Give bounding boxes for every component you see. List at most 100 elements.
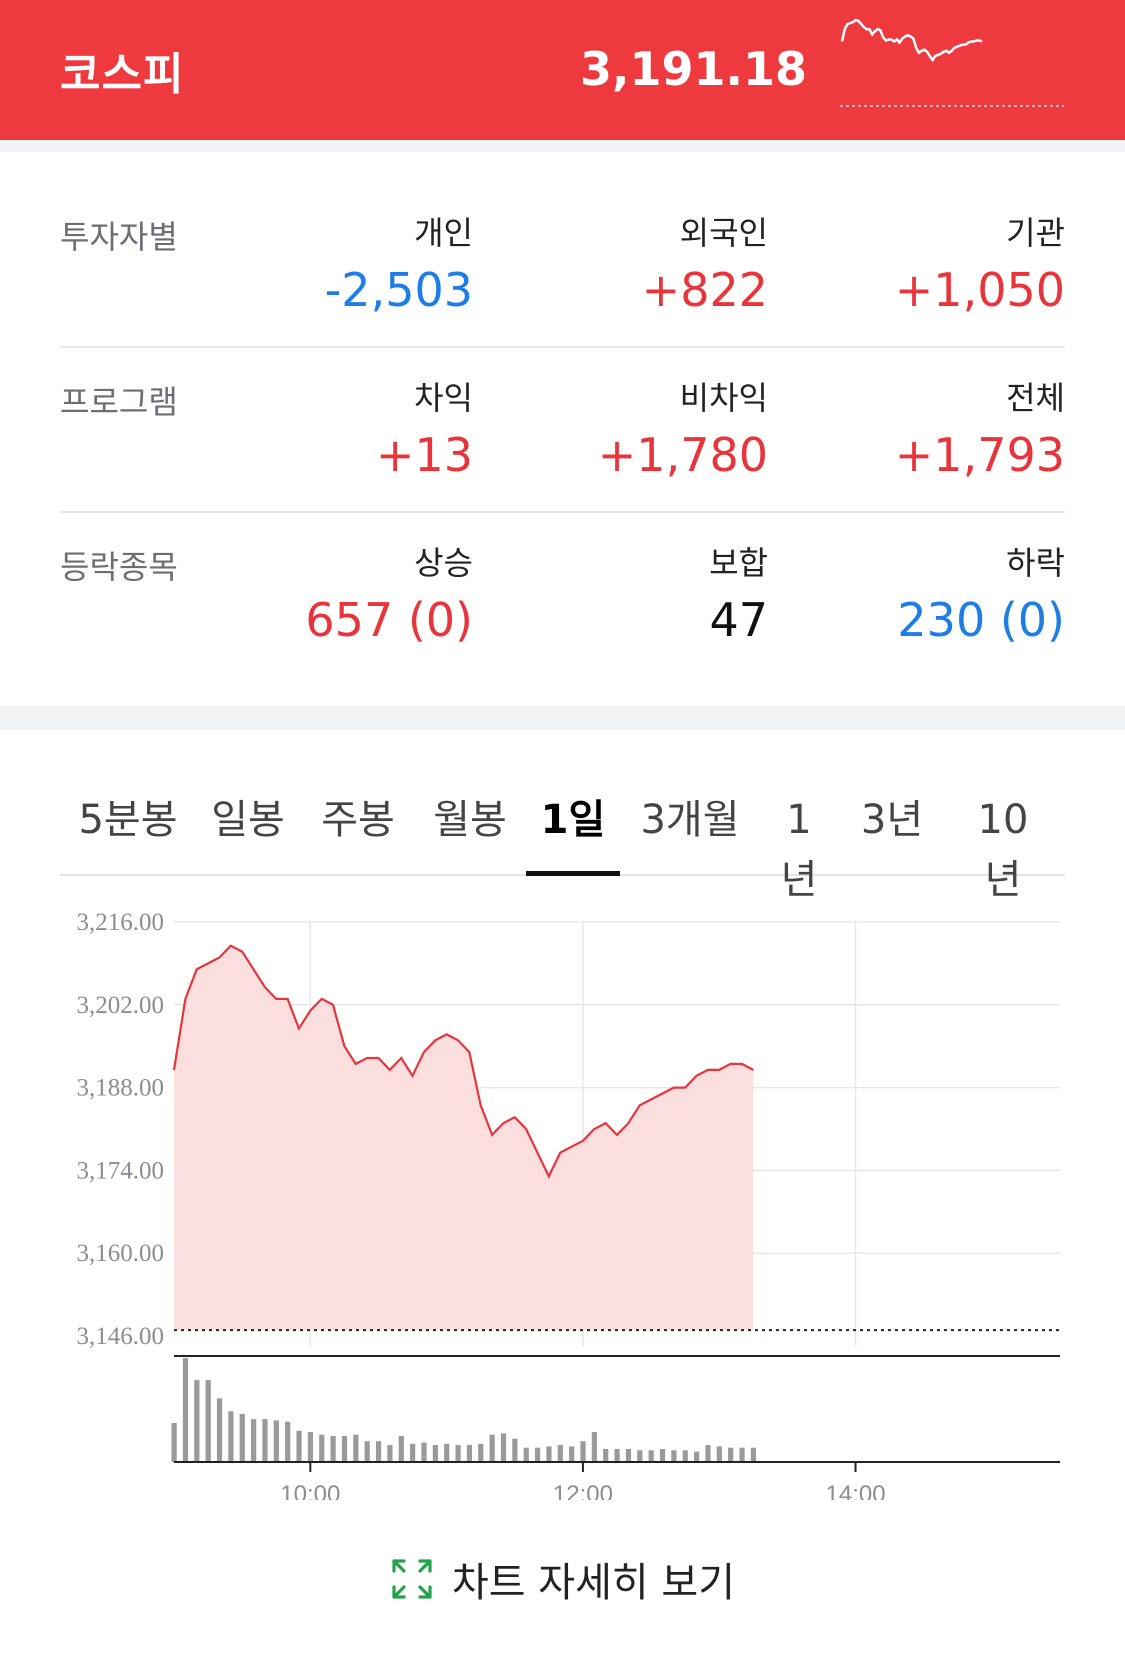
price-area [174, 945, 754, 1331]
volume-bar [375, 1441, 382, 1462]
stat-institution: 기관 +1,050 [805, 212, 1065, 316]
volume-bar [750, 1447, 757, 1462]
volume-bar [466, 1445, 473, 1462]
tab-monthly[interactable]: 월봉 [433, 797, 507, 843]
stat-name: 기관 [1006, 214, 1065, 252]
period-tabs: 5분봉 일봉 주봉 월봉 1일 3개월 1년 3년 10년 [60, 780, 1065, 903]
stat-row-advance-decline: 등락종목 상승 657 (0) 보합 47 하락 230 (0) [60, 542, 1065, 652]
stat-label-program: 프로그램 [60, 383, 178, 421]
volume-bar [410, 1443, 416, 1462]
volume-bar [285, 1421, 291, 1462]
stat-name: 보합 [709, 544, 768, 582]
tab-3month[interactable]: 3개월 [640, 797, 740, 843]
volume-bar [534, 1447, 541, 1462]
stat-value: +1,793 [894, 428, 1065, 482]
index-header[interactable]: 코스피 3,191.18 [0, 0, 1125, 140]
volume-bar [739, 1447, 745, 1462]
y-tick-label: 3,146.00 [77, 1323, 165, 1350]
volume-bar [614, 1449, 620, 1462]
tab-1year[interactable]: 1년 [780, 797, 818, 903]
volume-bar [262, 1419, 268, 1462]
volume-bar [682, 1450, 688, 1462]
stat-name: 상승 [414, 544, 473, 582]
stat-decline: 하락 230 (0) [805, 542, 1065, 646]
chart-detail-label: 차트 자세히 보기 [451, 1560, 736, 1606]
volume-bar [705, 1445, 711, 1462]
chart-detail-link[interactable]: 차트 자세히 보기 [0, 1550, 1125, 1611]
stat-advance: 상승 657 (0) [213, 542, 473, 646]
stat-name: 외국인 [679, 214, 768, 252]
stat-value: 230 (0) [897, 593, 1065, 647]
volume-bar [580, 1441, 586, 1462]
volume-bar [489, 1434, 495, 1462]
volume-bar [591, 1432, 597, 1462]
y-tick-label: 3,188.00 [77, 1075, 165, 1102]
volume-bar [341, 1436, 348, 1462]
volume-bar [387, 1445, 393, 1462]
row-divider [60, 346, 1065, 348]
volume-bar [205, 1380, 211, 1462]
stat-name: 전체 [1006, 379, 1065, 417]
volume-bar [546, 1446, 552, 1462]
expand-arrows-icon [392, 1559, 432, 1599]
y-tick-label: 3,174.00 [77, 1157, 165, 1184]
stat-foreign: 외국인 +822 [508, 212, 768, 316]
volume-bar [728, 1447, 734, 1462]
x-tick-label: 12:00 [553, 1481, 613, 1500]
volume-bar [421, 1442, 427, 1462]
tab-daily[interactable]: 일봉 [211, 797, 285, 843]
y-tick-label: 3,160.00 [77, 1240, 165, 1267]
stat-name: 차익 [414, 379, 473, 417]
volume-bar [216, 1398, 223, 1462]
mini-sparkline-icon [840, 18, 1064, 107]
volume-bar [455, 1445, 461, 1462]
stat-program-total: 전체 +1,793 [805, 377, 1065, 481]
volume-bar [319, 1434, 325, 1462]
stat-value: 657 (0) [305, 593, 473, 647]
volume-bar [523, 1447, 529, 1462]
volume-bar [296, 1430, 302, 1462]
row-divider [60, 511, 1065, 513]
volume-bar [625, 1449, 632, 1462]
active-tab-indicator [526, 871, 620, 876]
volume-bar [330, 1436, 336, 1462]
stat-name: 하락 [1006, 544, 1065, 582]
volume-bar [398, 1436, 404, 1462]
volume-bar [228, 1411, 234, 1462]
stat-value: +1,050 [894, 263, 1065, 317]
volume-bar [637, 1450, 643, 1462]
stat-value: +1,780 [597, 428, 768, 482]
tab-5min[interactable]: 5분봉 [78, 797, 178, 843]
stat-value: -2,503 [324, 263, 473, 317]
volume-bar [182, 1358, 189, 1462]
stat-label-investor: 투자자별 [60, 218, 178, 256]
volume-bar [659, 1449, 666, 1462]
x-tick-label: 14:00 [826, 1481, 886, 1500]
stat-unchanged: 보합 47 [508, 542, 768, 646]
volume-bar [569, 1446, 575, 1462]
x-tick-label: 10:00 [280, 1481, 340, 1500]
volume-bar [307, 1432, 314, 1462]
tab-3year[interactable]: 3년 [860, 797, 924, 843]
tab-1day[interactable]: 1일 [540, 797, 606, 843]
volume-bar [648, 1450, 654, 1462]
stat-value: +13 [375, 428, 473, 482]
intraday-chart[interactable]: 3,216.00 3,202.00 3,188.00 3,174.00 3,160.00… [0, 880, 1125, 1500]
volume-bar [671, 1450, 677, 1462]
tab-weekly[interactable]: 주봉 [321, 797, 395, 843]
stat-arbitrage: 차익 +13 [213, 377, 473, 481]
volume-bar [478, 1443, 484, 1462]
volume-bar [194, 1380, 200, 1462]
stat-name: 비차익 [679, 379, 768, 417]
stat-value: 47 [709, 593, 768, 647]
index-value: 3,191.18 [580, 42, 807, 96]
volume-bar [444, 1443, 450, 1462]
price-line [172, 944, 754, 1179]
y-tick-label: 3,202.00 [77, 992, 165, 1019]
stat-name: 개인 [414, 214, 473, 252]
volume-bar [512, 1438, 518, 1462]
volume-bar [251, 1419, 257, 1462]
stat-individual: 개인 -2,503 [213, 212, 473, 316]
stat-row-program: 프로그램 차익 +13 비차익 +1,780 전체 +1,793 [60, 377, 1065, 487]
tab-10year[interactable]: 10년 [977, 797, 1029, 903]
